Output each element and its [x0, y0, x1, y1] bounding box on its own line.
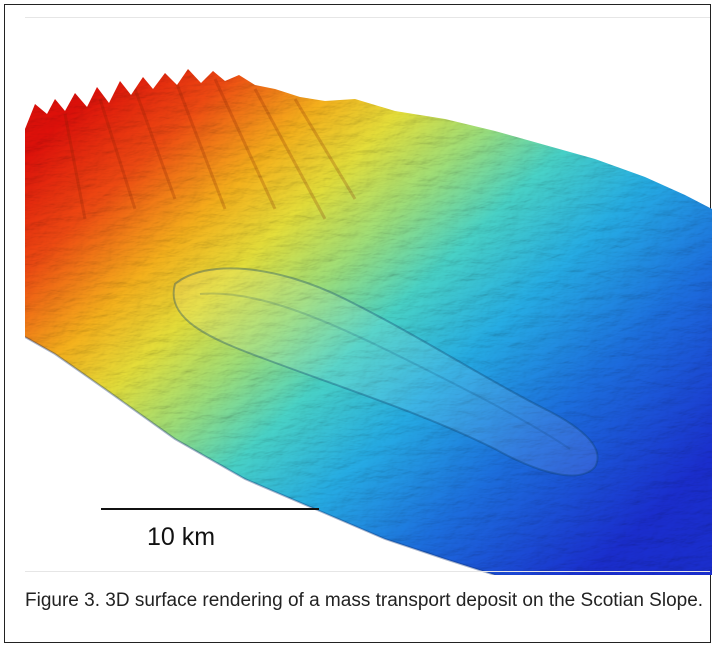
- scale-label: 10 km: [147, 523, 216, 551]
- top-divider: [25, 17, 710, 18]
- figure-caption: Figure 3. 3D surface rendering of a mass…: [25, 590, 704, 611]
- bathymetry-rendering: [25, 19, 712, 575]
- mass-transport-deposit: [172, 267, 599, 477]
- scale-bar: [101, 508, 319, 510]
- figure-frame: 10 km Figure 3. 3D surface rendering of …: [4, 4, 712, 643]
- bottom-divider: [25, 571, 710, 572]
- seafloor-surface-image: [25, 69, 712, 575]
